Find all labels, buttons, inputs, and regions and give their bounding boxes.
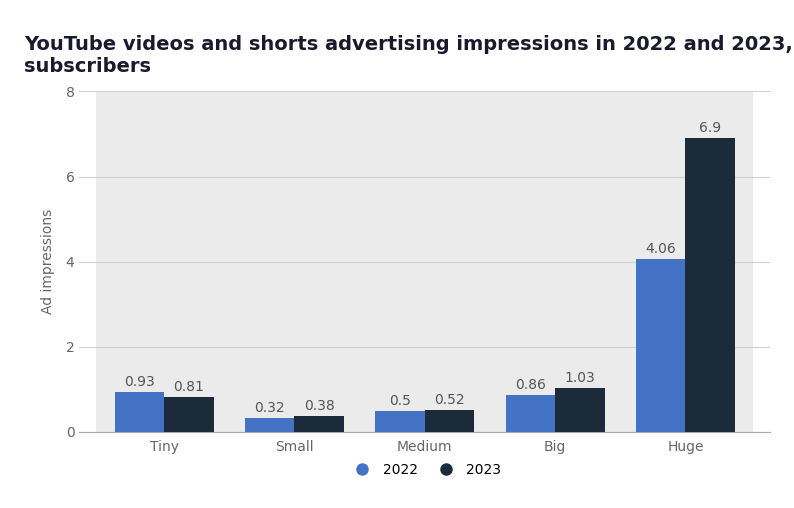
Text: 6.9: 6.9 [700,121,721,135]
Bar [636,259,685,432]
Bar [114,392,164,432]
Bar [164,397,214,432]
Bar [96,91,232,432]
Bar [425,409,474,432]
Bar [506,395,555,432]
Bar [376,410,425,432]
Bar [226,91,362,432]
Text: 0.32: 0.32 [254,401,285,415]
Text: 1.03: 1.03 [565,371,596,385]
Bar [295,416,344,432]
Text: 0.93: 0.93 [124,375,155,389]
Bar [685,138,735,432]
Text: YouTube videos and shorts advertising impressions in 2022 and 2023, by number of: YouTube videos and shorts advertising im… [24,35,794,76]
Bar [555,388,605,432]
Text: 4.06: 4.06 [646,242,676,256]
Text: 0.5: 0.5 [389,394,411,407]
Text: 0.86: 0.86 [515,378,545,392]
Text: 0.52: 0.52 [434,393,464,407]
Bar [618,91,754,432]
Bar [488,91,623,432]
Text: 0.81: 0.81 [173,380,204,394]
Y-axis label: Ad impressions: Ad impressions [40,209,55,314]
Bar [357,91,492,432]
Legend: 2022, 2023: 2022, 2023 [342,458,507,483]
Bar [245,418,295,432]
Text: 0.38: 0.38 [304,399,334,412]
